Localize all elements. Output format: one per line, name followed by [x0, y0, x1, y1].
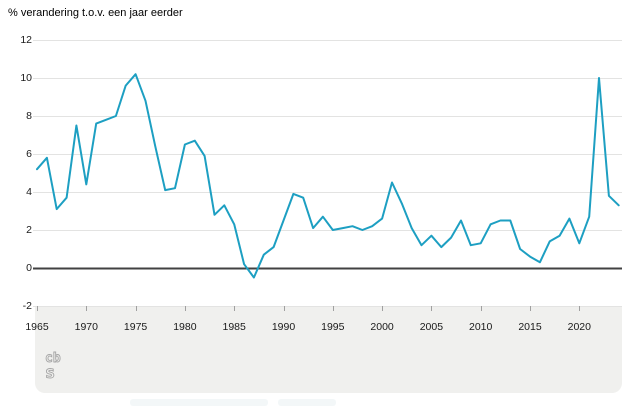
- gridlines: [33, 40, 622, 307]
- footer-band: [35, 307, 622, 393]
- y-axis-label: 2: [26, 224, 32, 236]
- y-axis-label: -2: [22, 300, 32, 312]
- y-axis-label: 4: [26, 186, 32, 198]
- axis-ticks: [37, 306, 580, 311]
- y-axis-label: 12: [20, 34, 32, 46]
- cbs-logo-s: s: [45, 363, 55, 383]
- x-axis-label: 1965: [25, 321, 49, 333]
- x-axis-label: 2015: [518, 321, 542, 333]
- chart-title: % verandering t.o.v. een jaar eerder: [8, 7, 183, 19]
- legend-artifact: [278, 399, 336, 406]
- x-axis-label: 1980: [173, 321, 197, 333]
- x-axis-label: 2010: [469, 321, 493, 333]
- line-series-group: [36, 73, 620, 279]
- legend-artifact: [130, 399, 268, 406]
- x-axis-label: 1985: [222, 321, 246, 333]
- x-axis-label: 2020: [567, 321, 591, 333]
- cbs-logo: cb s: [45, 351, 62, 384]
- y-axis-label: 6: [26, 148, 32, 160]
- y-axis-label: 10: [20, 72, 32, 84]
- x-axis-label: 1990: [271, 321, 296, 333]
- cbs-logo-cb: cb: [45, 351, 61, 366]
- x-axis-label: 1970: [74, 321, 98, 333]
- x-axis-label: 2005: [419, 321, 444, 333]
- y-axis-label: 8: [26, 110, 32, 122]
- y-axis-label: 0: [26, 262, 32, 274]
- x-axis-label: 1995: [321, 321, 345, 333]
- x-axis-label: 2000: [370, 321, 394, 333]
- x-axis-label: 1975: [123, 321, 148, 333]
- line-series[interactable]: [36, 73, 620, 279]
